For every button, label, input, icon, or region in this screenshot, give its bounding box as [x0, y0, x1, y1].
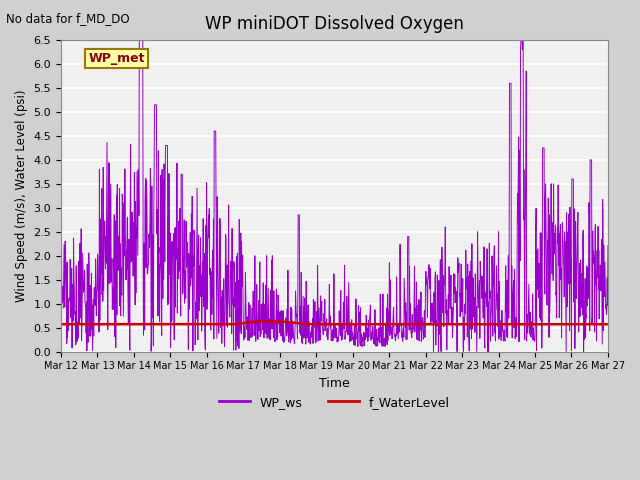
f_WaterLevel — [540, 321, 547, 327]
f_WaterLevel — [257, 318, 265, 324]
f_WaterLevel — [166, 321, 173, 327]
Text: No data for f_MD_DO: No data for f_MD_DO — [6, 12, 130, 25]
X-axis label: Time: Time — [319, 377, 350, 390]
Text: WP_met: WP_met — [88, 52, 145, 65]
WP_ws — [166, 272, 173, 277]
WP_ws — [492, 338, 499, 344]
f_WaterLevel — [604, 321, 612, 327]
Y-axis label: Wind Speed (m/s), Water Level (psi): Wind Speed (m/s), Water Level (psi) — [15, 90, 28, 302]
WP_ws — [540, 145, 548, 151]
WP_ws — [429, 348, 437, 354]
f_WaterLevel — [420, 321, 428, 327]
Line: WP_ws: WP_ws — [61, 40, 608, 351]
f_WaterLevel — [240, 320, 248, 326]
WP_ws — [136, 37, 143, 43]
Title: WP miniDOT Dissolved Oxygen: WP miniDOT Dissolved Oxygen — [205, 15, 464, 33]
WP_ws — [604, 242, 612, 248]
Legend: WP_ws, f_WaterLevel: WP_ws, f_WaterLevel — [214, 391, 455, 414]
f_WaterLevel — [57, 321, 65, 327]
f_WaterLevel — [492, 321, 499, 327]
WP_ws — [420, 332, 428, 338]
f_WaterLevel — [179, 321, 186, 327]
WP_ws — [179, 288, 187, 294]
WP_ws — [241, 324, 248, 330]
WP_ws — [57, 323, 65, 328]
Line: f_WaterLevel: f_WaterLevel — [61, 321, 608, 324]
